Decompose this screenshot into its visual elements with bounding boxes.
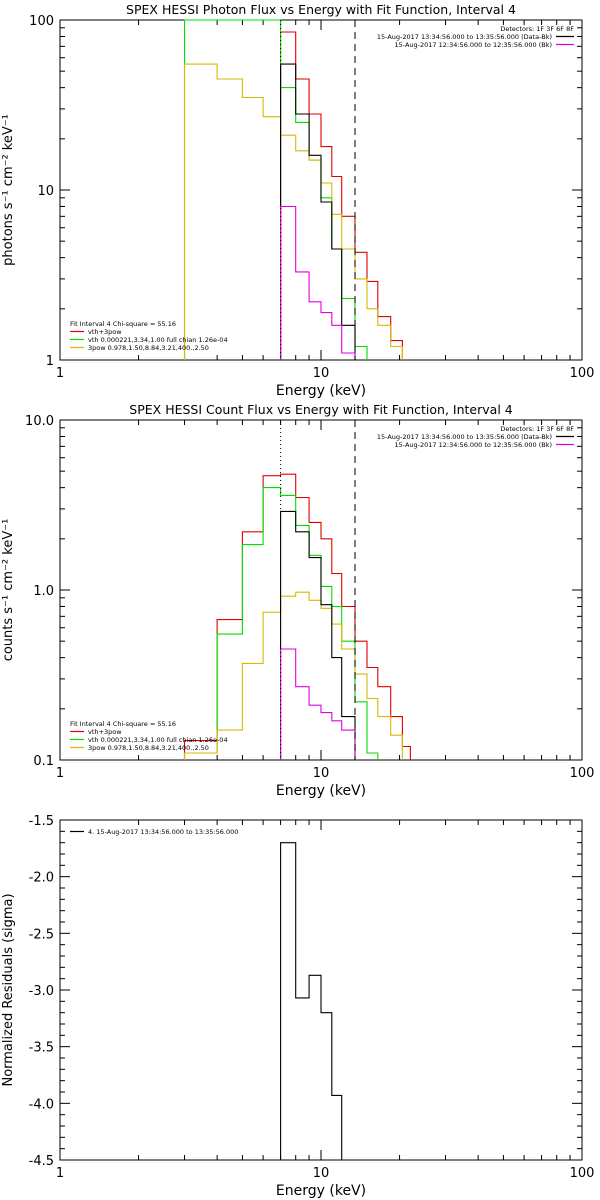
plot2-legend-right-entry: 15-Aug-2017 13:34:56.000 to 13:35:56.000… bbox=[377, 433, 552, 441]
plot3-y-tick-label: -3.5 bbox=[29, 1041, 54, 1056]
plot2-y-axis-label: counts s⁻¹ cm⁻² keV⁻¹ bbox=[1, 519, 16, 662]
plot2-series-magenta bbox=[280, 648, 356, 760]
plot3-y-tick-label: -3.0 bbox=[29, 984, 54, 999]
plot2-x-tick-label: 100 bbox=[570, 766, 595, 781]
plot2-legend-left-entry: 3pow 0.978,1.50,8.84,3.21,400.,2.50 bbox=[88, 744, 209, 752]
plot3-legend-left-entry: 4. 15-Aug-2017 13:34:56.000 to 13:35:56.… bbox=[88, 828, 238, 836]
plot1-series-black bbox=[280, 63, 356, 360]
plot1-legend-left-header: Fit Interval 4 Chi-square = 55.16 bbox=[70, 320, 176, 328]
plot3-y-tick-label: -1.5 bbox=[29, 814, 54, 829]
plot2-series-red bbox=[183, 473, 411, 760]
plot2-legend-right-header: Detectors: 1F 3F 6F 8F bbox=[500, 425, 574, 433]
plot2-y-tick-label: 1.0 bbox=[33, 584, 54, 599]
plot2-x-tick-label: 10 bbox=[313, 766, 330, 781]
plot2-legend-right-entry: 15-Aug-2017 12:34:56.000 to 12:35:56.000… bbox=[395, 441, 552, 449]
plot1-series-magenta bbox=[280, 205, 356, 360]
plot1-x-axis-label: Energy (keV) bbox=[276, 383, 366, 399]
plot3-y-tick-label: -2.5 bbox=[29, 927, 54, 942]
plot3-series-black bbox=[280, 842, 355, 1161]
plot1-series-red bbox=[280, 31, 403, 360]
plot3-x-axis-label: Energy (keV) bbox=[276, 1183, 366, 1199]
plot1-x-tick-label: 10 bbox=[313, 366, 330, 381]
plot2-series-black bbox=[280, 510, 356, 760]
plot1-legend-right-header: Detectors: 1F 3F 6F 8F bbox=[500, 25, 574, 33]
plot1-x-tick-label: 1 bbox=[56, 366, 64, 381]
plot1-y-tick-label: 1 bbox=[46, 354, 54, 369]
plot2-x-tick-label: 1 bbox=[56, 766, 64, 781]
plot2-legend-left-header: Fit Interval 4 Chi-square = 55.16 bbox=[70, 720, 176, 728]
plot1-series-green bbox=[183, 19, 368, 360]
plot2-legend-left-entry: vth+3pow bbox=[88, 728, 122, 736]
plot1-legend-left-entry: vth+3pow bbox=[88, 328, 122, 336]
plot3-y-tick-label: -4.5 bbox=[29, 1154, 54, 1169]
plot1-legend-right-entry: 15-Aug-2017 13:34:56.000 to 13:35:56.000… bbox=[377, 33, 552, 41]
plot2-legend-left-entry: vth 0.000221,3.34,1.00 full chian 1.26e-… bbox=[88, 736, 228, 744]
plot1-legend-left-entry: vth 0.000221,3.34,1.00 full chian 1.26e-… bbox=[88, 336, 228, 344]
plot3-y-tick-label: -2.0 bbox=[29, 871, 54, 886]
plot1-title: SPEX HESSI Photon Flux vs Energy with Fi… bbox=[126, 2, 516, 17]
plot1-legend-right-entry: 15-Aug-2017 12:34:56.000 to 12:35:56.000… bbox=[395, 41, 552, 49]
plot3-x-tick-label: 10 bbox=[313, 1166, 330, 1181]
plot1-y-tick-label: 100 bbox=[29, 14, 54, 29]
plot1-y-axis-label: photons s⁻¹ cm⁻² keV⁻¹ bbox=[1, 114, 16, 266]
plot1-y-tick-label: 10 bbox=[37, 184, 54, 199]
plot3-x-tick-label: 1 bbox=[56, 1166, 64, 1181]
plot1-x-tick-label: 100 bbox=[570, 366, 595, 381]
plot2-title: SPEX HESSI Count Flux vs Energy with Fit… bbox=[129, 402, 512, 417]
plot1-series-yellow bbox=[183, 63, 403, 360]
plot2-y-tick-label: 0.1 bbox=[33, 754, 54, 769]
plot2-y-tick-label: 10.0 bbox=[25, 414, 54, 429]
plot3-x-tick-label: 100 bbox=[570, 1166, 595, 1181]
plot3-y-axis-label: Normalized Residuals (sigma) bbox=[1, 893, 16, 1086]
plot1-legend-left-entry: 3pow 0.978,1.50,8.84,3.21,400.,2.50 bbox=[88, 344, 209, 352]
plot2-x-axis-label: Energy (keV) bbox=[276, 783, 366, 799]
plot3-y-tick-label: -4.0 bbox=[29, 1097, 54, 1112]
